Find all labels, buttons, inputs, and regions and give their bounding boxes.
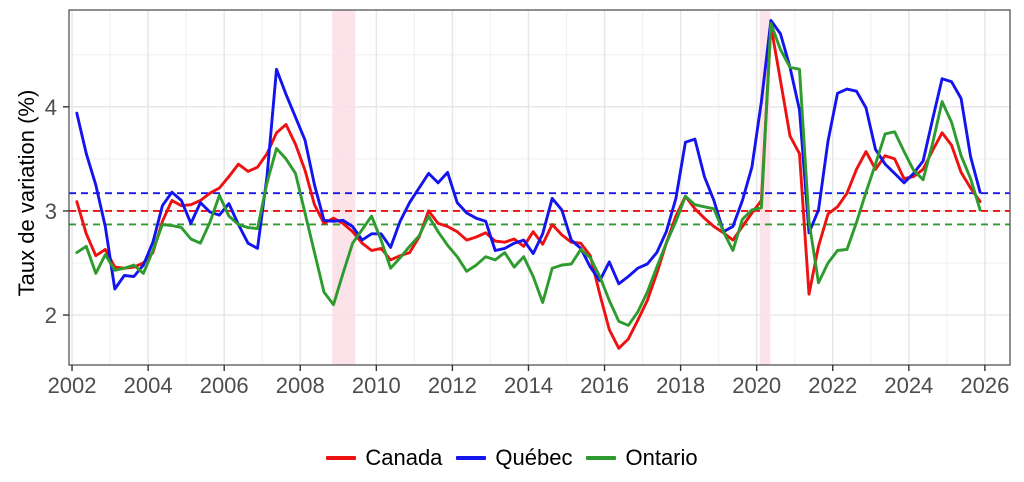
x-tick-label: 2018	[656, 373, 705, 398]
legend-label-canada: Canada	[365, 445, 443, 470]
ontario-line-key	[586, 456, 617, 460]
x-tick-label: 2026	[960, 373, 1009, 398]
legend-item-quebec: Québec	[456, 447, 572, 469]
y-tick-label: 4	[45, 95, 57, 120]
x-tick-label: 2010	[352, 373, 401, 398]
canada-line-key	[326, 456, 357, 460]
series-line-canada	[75, 24, 982, 350]
series-line-quebec	[75, 18, 982, 291]
x-tick-label: 2012	[428, 373, 477, 398]
x-tick-label: 2024	[884, 373, 933, 398]
y-axis-title: Taux de variation (%)	[14, 89, 39, 297]
chart-canvas: 2002 2004 2006 2008 2010 2012 2014 2016 2018 2020…	[45, 9, 1011, 398]
shaded-band-recession-2008-2009	[332, 10, 356, 365]
x-tick-label: 2004	[124, 373, 173, 398]
legend-item-ontario: Ontario	[586, 445, 698, 470]
quebec-line-key	[456, 456, 487, 460]
x-tick-label: 2016	[580, 373, 629, 398]
chart-legend: Canada Québec Ontario	[0, 438, 1024, 478]
panel-background	[69, 10, 1010, 365]
x-tick-label: 2020	[732, 373, 781, 398]
line-chart: 2002 2004 2006 2008 2010 2012 2014 2016 2018 2020…	[45, 9, 1011, 398]
x-tick-label: 2002	[48, 373, 97, 398]
y-tick-label: 3	[45, 199, 57, 224]
legend-label-ontario: Ontario	[625, 445, 698, 470]
shaded-band-recession-2020	[759, 10, 771, 365]
series-line-ontario	[75, 22, 982, 327]
x-tick-label: 2014	[504, 373, 553, 398]
panel-border	[68, 9, 1011, 366]
y-tick-label: 2	[45, 303, 57, 328]
legend-label-quebec: Québec	[495, 445, 573, 470]
legend-item-canada: Canada	[326, 447, 442, 469]
x-tick-label: 2008	[276, 373, 325, 398]
x-tick-label: 2022	[808, 373, 857, 398]
x-tick-label: 2006	[200, 373, 249, 398]
